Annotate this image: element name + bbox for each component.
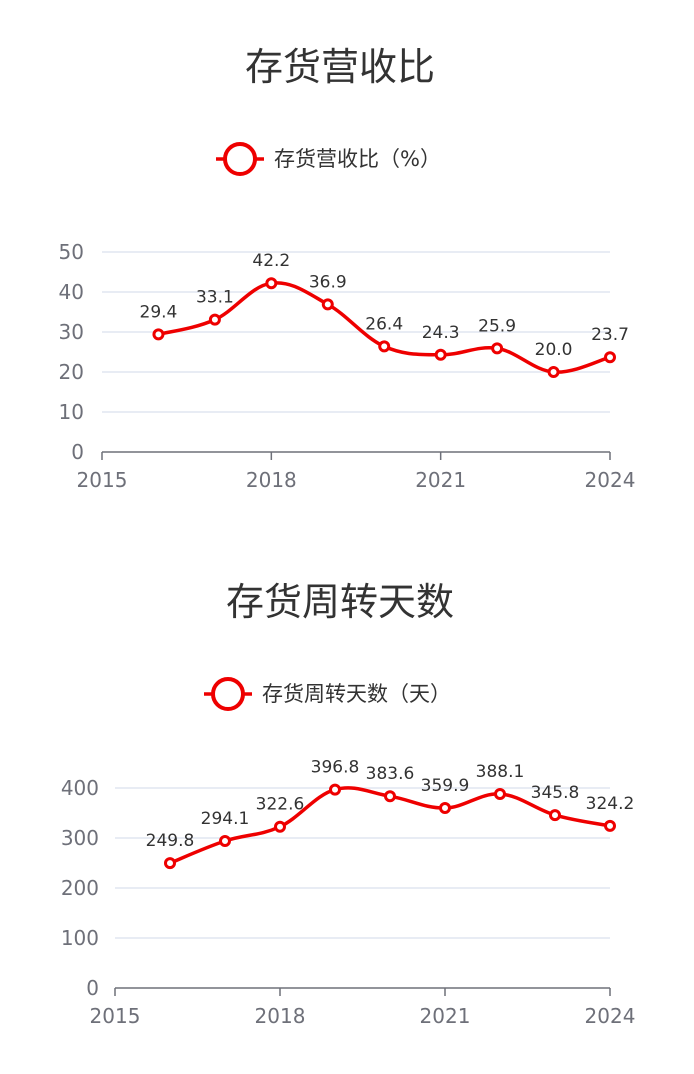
- data-point[interactable]: [265, 277, 278, 290]
- data-point[interactable]: [329, 783, 341, 796]
- y-tick-label: 50: [59, 240, 84, 264]
- data-point[interactable]: [547, 366, 560, 378]
- y-tick-label: 100: [61, 926, 99, 950]
- x-tick-label: 2021: [420, 1004, 471, 1028]
- data-label: 249.8: [146, 831, 195, 851]
- data-point[interactable]: [604, 819, 616, 832]
- x-tick-label: 2018: [255, 1004, 306, 1028]
- data-label: 36.9: [309, 272, 347, 292]
- x-axis-tick-labels: 2015 2018 2021 2024: [77, 468, 636, 492]
- y-tick-label: 30: [59, 320, 84, 344]
- x-tick-label: 2021: [415, 468, 466, 492]
- data-point[interactable]: [439, 802, 451, 815]
- x-tick-label: 2015: [90, 1004, 141, 1028]
- y-tick-label: 0: [86, 976, 99, 1000]
- data-label: 359.9: [421, 776, 470, 796]
- y-tick-label: 300: [61, 826, 99, 850]
- data-label: 396.8: [311, 758, 360, 778]
- grid-lines: [115, 787, 610, 939]
- y-tick-label: 20: [59, 360, 84, 384]
- data-label: 26.4: [365, 314, 403, 334]
- data-label: 33.1: [196, 288, 234, 308]
- x-axis-tick-labels: 2015 2018 2021 2024: [90, 1004, 636, 1028]
- data-point[interactable]: [164, 857, 176, 870]
- data-label: 42.2: [252, 251, 290, 271]
- data-label: 24.3: [422, 323, 460, 343]
- y-tick-label: 200: [61, 876, 99, 900]
- data-label: 294.1: [201, 809, 250, 829]
- data-point[interactable]: [549, 809, 561, 822]
- data-point[interactable]: [494, 787, 506, 800]
- data-label: 345.8: [531, 783, 580, 803]
- data-labels: 29.4 33.1 42.2 36.9 26.4 24.3 25.9 20.0 23.7: [140, 251, 629, 360]
- data-point[interactable]: [208, 313, 221, 326]
- chart-legend[interactable]: 存货营收比（%）: [216, 142, 441, 176]
- data-point[interactable]: [274, 820, 286, 833]
- data-label: 388.1: [476, 762, 525, 782]
- x-tick-label: 2015: [77, 468, 128, 492]
- x-tick-label: 2024: [585, 468, 636, 492]
- chart-legend[interactable]: 存货周转天数（天）: [204, 677, 451, 711]
- data-point[interactable]: [219, 834, 231, 847]
- y-tick-label: 0: [71, 440, 84, 464]
- chart-title: 存货周转天数: [226, 580, 454, 624]
- x-tick-label: 2018: [246, 468, 297, 492]
- y-tick-label: 10: [59, 400, 84, 424]
- data-label: 25.9: [478, 316, 516, 336]
- data-point[interactable]: [434, 348, 447, 361]
- data-label: 324.2: [586, 794, 635, 814]
- y-tick-label: 40: [59, 280, 84, 304]
- data-label: 23.7: [591, 325, 629, 345]
- data-labels: 249.8 294.1 322.6 396.8 383.6 359.9 388.1 345.8…: [146, 758, 635, 852]
- data-label: 383.6: [366, 764, 415, 784]
- data-point[interactable]: [321, 298, 334, 311]
- data-point[interactable]: [378, 340, 391, 353]
- data-label: 29.4: [140, 302, 178, 322]
- chart-title: 存货营收比: [245, 45, 435, 89]
- data-point[interactable]: [384, 790, 396, 803]
- grid-lines: [102, 251, 610, 413]
- axes: [101, 451, 611, 460]
- axes: [114, 987, 611, 996]
- y-tick-label: 400: [61, 776, 99, 800]
- y-axis-tick-labels: 0 100 200 300 400: [61, 776, 99, 1000]
- legend-label: 存货周转天数（天）: [262, 682, 451, 706]
- circle-line-icon: [223, 142, 257, 176]
- legend-label: 存货营收比（%）: [274, 147, 441, 171]
- data-point[interactable]: [604, 351, 616, 364]
- circle-line-icon: [211, 677, 245, 711]
- y-axis-tick-labels: 0 10 20 30 40 50: [59, 240, 84, 464]
- data-points: [152, 277, 616, 378]
- x-tick-label: 2024: [585, 1004, 636, 1028]
- data-label: 322.6: [256, 795, 305, 815]
- data-label: 20.0: [535, 340, 573, 360]
- data-point[interactable]: [152, 328, 165, 341]
- data-points: [164, 783, 616, 870]
- data-point[interactable]: [491, 342, 504, 355]
